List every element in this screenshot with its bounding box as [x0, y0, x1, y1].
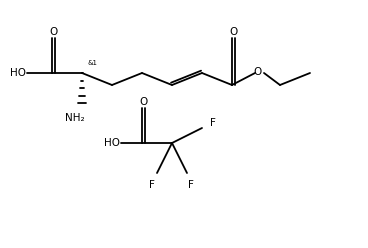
Text: &1: &1: [88, 60, 98, 66]
Text: HO: HO: [10, 68, 26, 78]
Text: HO: HO: [104, 138, 120, 148]
Text: NH₂: NH₂: [65, 113, 85, 123]
Text: O: O: [229, 27, 237, 37]
Text: F: F: [188, 180, 194, 190]
Text: F: F: [210, 118, 216, 128]
Text: O: O: [139, 97, 147, 107]
Text: F: F: [149, 180, 155, 190]
Text: O: O: [49, 27, 57, 37]
Text: O: O: [254, 67, 262, 77]
